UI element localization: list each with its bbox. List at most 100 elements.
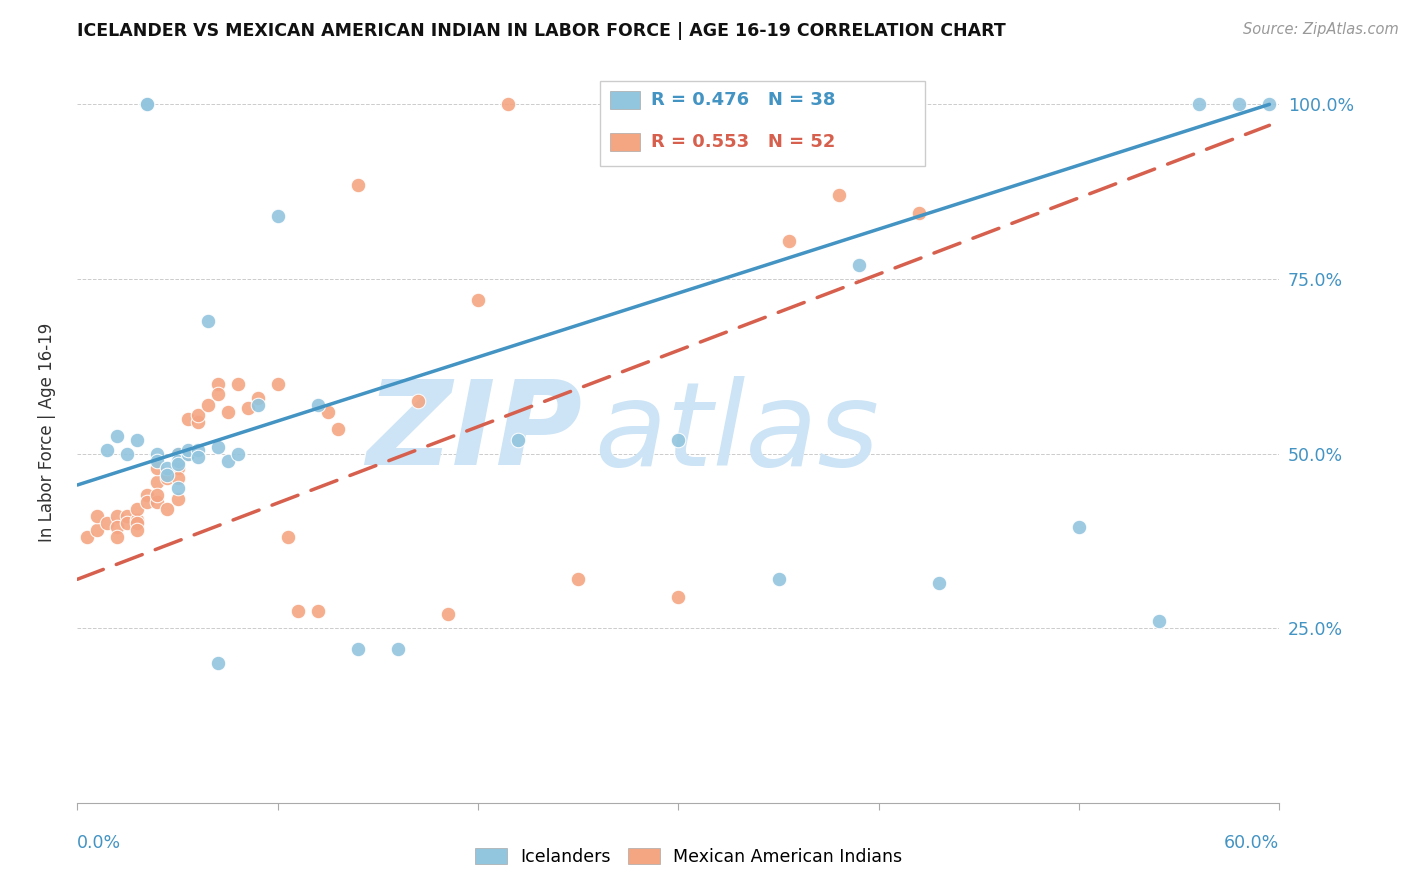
Point (127, 524, 149, 538)
Text: 0.0%: 0.0% (77, 834, 121, 852)
FancyBboxPatch shape (610, 91, 640, 109)
Point (307, 604, 329, 618)
Point (197, 314, 219, 328)
Point (236, 401, 259, 416)
Text: ICELANDER VS MEXICAN AMERICAN INDIAN IN LABOR FORCE | AGE 16-19 CORRELATION CHAR: ICELANDER VS MEXICAN AMERICAN INDIAN IN … (77, 22, 1007, 40)
Point (307, 398, 329, 412)
Point (166, 491, 188, 506)
Text: R = 0.553   N = 52: R = 0.553 N = 52 (651, 134, 835, 152)
Point (768, 572, 790, 586)
Point (226, 376, 249, 391)
Text: ZIP: ZIP (366, 376, 582, 490)
Point (176, 443, 198, 458)
Point (668, 433, 690, 447)
Point (166, 446, 188, 460)
Text: atlas: atlas (595, 376, 879, 490)
Point (166, 457, 188, 471)
Point (928, 575, 950, 590)
FancyBboxPatch shape (610, 133, 640, 152)
FancyBboxPatch shape (600, 81, 925, 166)
Point (1188, 97, 1211, 112)
Point (187, 450, 209, 464)
Point (246, 398, 269, 412)
Point (467, 293, 489, 307)
Point (197, 398, 219, 412)
Point (287, 604, 309, 618)
Point (86, 524, 108, 538)
Point (207, 440, 229, 454)
Point (156, 467, 179, 482)
Point (326, 422, 349, 436)
Point (778, 234, 800, 248)
Point (217, 453, 239, 467)
Point (387, 642, 409, 657)
Point (127, 433, 149, 447)
Point (166, 482, 188, 496)
Point (277, 530, 299, 544)
Text: 60.0%: 60.0% (1225, 834, 1279, 852)
Point (1149, 614, 1171, 628)
Point (166, 446, 188, 460)
Text: R = 0.476   N = 38: R = 0.476 N = 38 (651, 91, 835, 109)
Text: Source: ZipAtlas.com: Source: ZipAtlas.com (1243, 22, 1399, 37)
Point (828, 188, 851, 202)
Point (567, 572, 589, 586)
Legend: Icelanders, Mexican American Indians: Icelanders, Mexican American Indians (467, 839, 911, 874)
Point (156, 460, 179, 475)
Point (207, 387, 229, 401)
Point (127, 516, 149, 531)
Point (146, 495, 169, 509)
Point (347, 178, 370, 192)
Point (117, 509, 139, 524)
Point (217, 405, 239, 419)
Y-axis label: In Labor Force | Age 16-19: In Labor Force | Age 16-19 (38, 323, 56, 542)
Point (166, 453, 188, 467)
Point (136, 488, 159, 502)
Point (146, 475, 169, 489)
Point (207, 376, 229, 391)
Point (146, 446, 169, 460)
Point (246, 391, 269, 405)
Point (406, 394, 429, 409)
Point (508, 433, 530, 447)
Point (86, 509, 108, 524)
Point (146, 453, 169, 467)
Point (146, 488, 169, 502)
Point (156, 502, 179, 516)
Point (1258, 97, 1281, 112)
Point (267, 376, 290, 391)
Point (176, 446, 198, 460)
Point (146, 460, 169, 475)
Point (848, 258, 870, 272)
Point (176, 446, 198, 460)
Point (187, 408, 209, 422)
Point (166, 460, 188, 475)
Point (156, 471, 179, 485)
Point (1069, 520, 1091, 534)
Point (117, 446, 139, 460)
Point (207, 656, 229, 670)
Point (316, 405, 339, 419)
Point (107, 520, 129, 534)
Point (226, 446, 249, 460)
Point (267, 209, 290, 223)
Point (107, 429, 129, 443)
Point (908, 205, 931, 219)
Point (136, 97, 159, 112)
Point (136, 97, 159, 112)
Point (347, 642, 370, 657)
Point (1229, 97, 1251, 112)
Point (176, 411, 198, 425)
Point (96, 516, 118, 531)
Point (107, 509, 129, 524)
Point (96, 443, 118, 458)
Point (127, 502, 149, 516)
Point (437, 607, 460, 622)
Point (496, 97, 519, 112)
Point (107, 530, 129, 544)
Point (166, 471, 188, 485)
Point (187, 443, 209, 458)
Point (136, 495, 159, 509)
Point (668, 590, 690, 604)
Point (187, 415, 209, 429)
